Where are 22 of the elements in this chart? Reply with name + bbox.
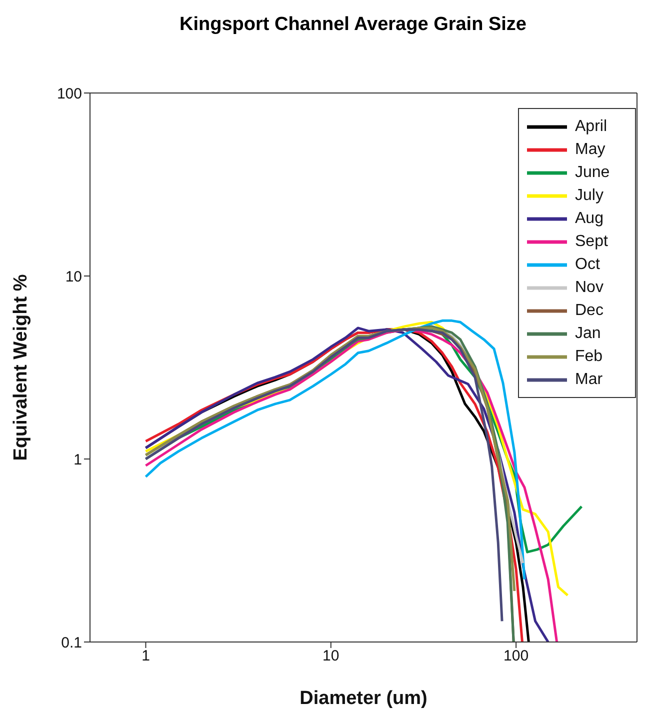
- x-axis-title: Diameter (um): [300, 688, 428, 709]
- legend-label: Dec: [575, 302, 604, 320]
- legend-label: June: [575, 164, 610, 182]
- legend-label: Sept: [575, 232, 608, 250]
- x-tick-label: 1: [142, 648, 150, 665]
- legend-label: Feb: [575, 348, 603, 366]
- y-tick-label: 1: [74, 451, 82, 468]
- legend-label: July: [575, 186, 604, 204]
- legend-label: Aug: [575, 210, 604, 228]
- legend-label: Nov: [575, 278, 604, 296]
- y-axis-title: Equivalent Weight %: [10, 274, 32, 461]
- legend-label: Mar: [575, 370, 603, 388]
- y-tick-label: 10: [65, 268, 82, 286]
- legend-label: Jan: [575, 324, 601, 342]
- chart-title: Kingsport Channel Average Grain Size: [178, 13, 528, 37]
- legend-label: May: [575, 140, 606, 158]
- legend-label: Oct: [575, 256, 600, 274]
- x-tick-label: 100: [504, 648, 529, 665]
- y-tick-label: 0.1: [61, 634, 82, 652]
- y-tick-label: 100: [56, 85, 82, 102]
- legend-label: April: [575, 118, 608, 136]
- x-tick-label: 10: [322, 648, 340, 665]
